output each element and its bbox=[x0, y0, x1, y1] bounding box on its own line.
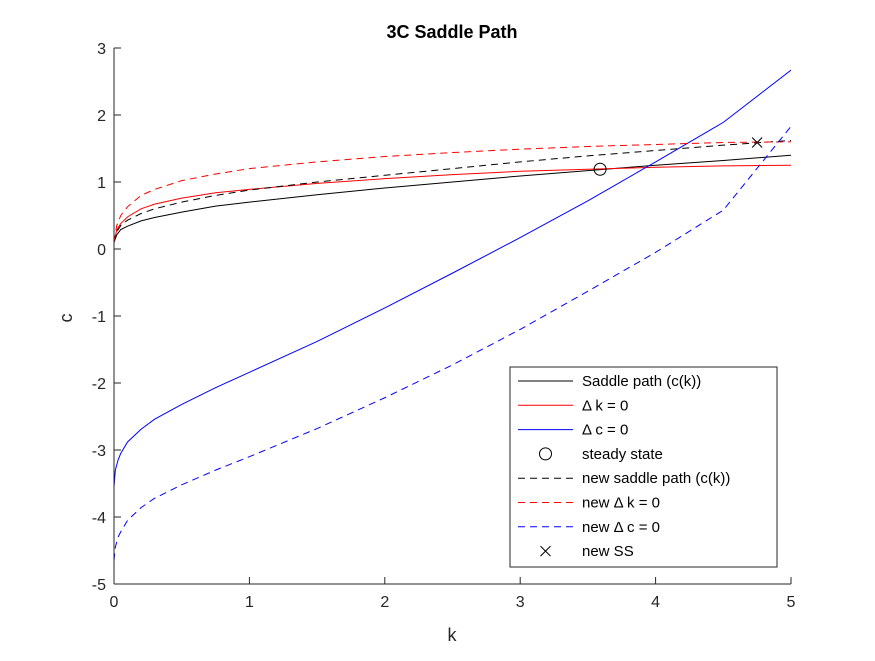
chart-title: 3C Saddle Path bbox=[386, 22, 517, 42]
legend-steady-state-label: steady state bbox=[582, 446, 663, 463]
legend: Saddle path (c(k)) Δ k = 0 Δ c = 0 steady s… bbox=[509, 366, 778, 568]
y-tick-label: -5 bbox=[92, 577, 106, 594]
legend-new-ss-swatch bbox=[540, 545, 551, 557]
y-tick-label: -3 bbox=[92, 443, 106, 460]
legend-box bbox=[509, 366, 778, 568]
legend-new-saddle-path-c-k-label: new saddle path (c(k)) bbox=[582, 470, 730, 487]
x-tick-label: 0 bbox=[110, 594, 119, 611]
series-new-ss-marker bbox=[751, 137, 763, 148]
x-tick-label: 1 bbox=[245, 594, 254, 611]
series-saddle-path-c-k-line bbox=[114, 154, 791, 243]
x-tick-label: 2 bbox=[380, 594, 389, 611]
series-steady-state-marker bbox=[593, 162, 607, 176]
series-new-saddle-path-c-k-line bbox=[114, 139, 791, 243]
legend-new-ss-label: new SS bbox=[582, 543, 634, 560]
legend-c-0-label: Δ c = 0 bbox=[582, 422, 628, 439]
y-tick-label: -2 bbox=[92, 376, 106, 393]
x-tick-label: 4 bbox=[651, 594, 660, 611]
y-tick-label: -4 bbox=[92, 510, 106, 527]
series-new-k-0-line bbox=[114, 141, 791, 243]
series-new-c-0-line bbox=[114, 126, 791, 561]
legend-saddle-path-c-k-label: Saddle path (c(k)) bbox=[582, 373, 701, 390]
x-axis-label: k bbox=[448, 625, 458, 645]
legend-new-c-0-label: new Δ c = 0 bbox=[582, 519, 660, 536]
y-axis-label: c bbox=[56, 314, 76, 323]
series-c-0-line bbox=[114, 69, 791, 487]
y-tick-label: 2 bbox=[97, 108, 106, 125]
y-tick-label: -1 bbox=[92, 309, 106, 326]
legend-k-0-label: Δ k = 0 bbox=[582, 397, 628, 414]
y-tick-label: 0 bbox=[97, 242, 106, 259]
y-tick-label: 3 bbox=[97, 41, 106, 58]
legend-new-k-0-label: new Δ k = 0 bbox=[582, 495, 660, 512]
y-tick-label: 1 bbox=[97, 175, 106, 192]
x-tick-label: 5 bbox=[787, 594, 796, 611]
series-k-0-line bbox=[114, 164, 791, 243]
x-tick-label: 3 bbox=[516, 594, 525, 611]
series-group bbox=[114, 69, 791, 561]
legend-steady-state-swatch bbox=[539, 447, 552, 461]
axes-layer: 0 1 2 3 4 5 -5 -4 -3 -2 -1 0 1 2 3 bbox=[92, 41, 796, 611]
curves-layer bbox=[114, 69, 791, 561]
